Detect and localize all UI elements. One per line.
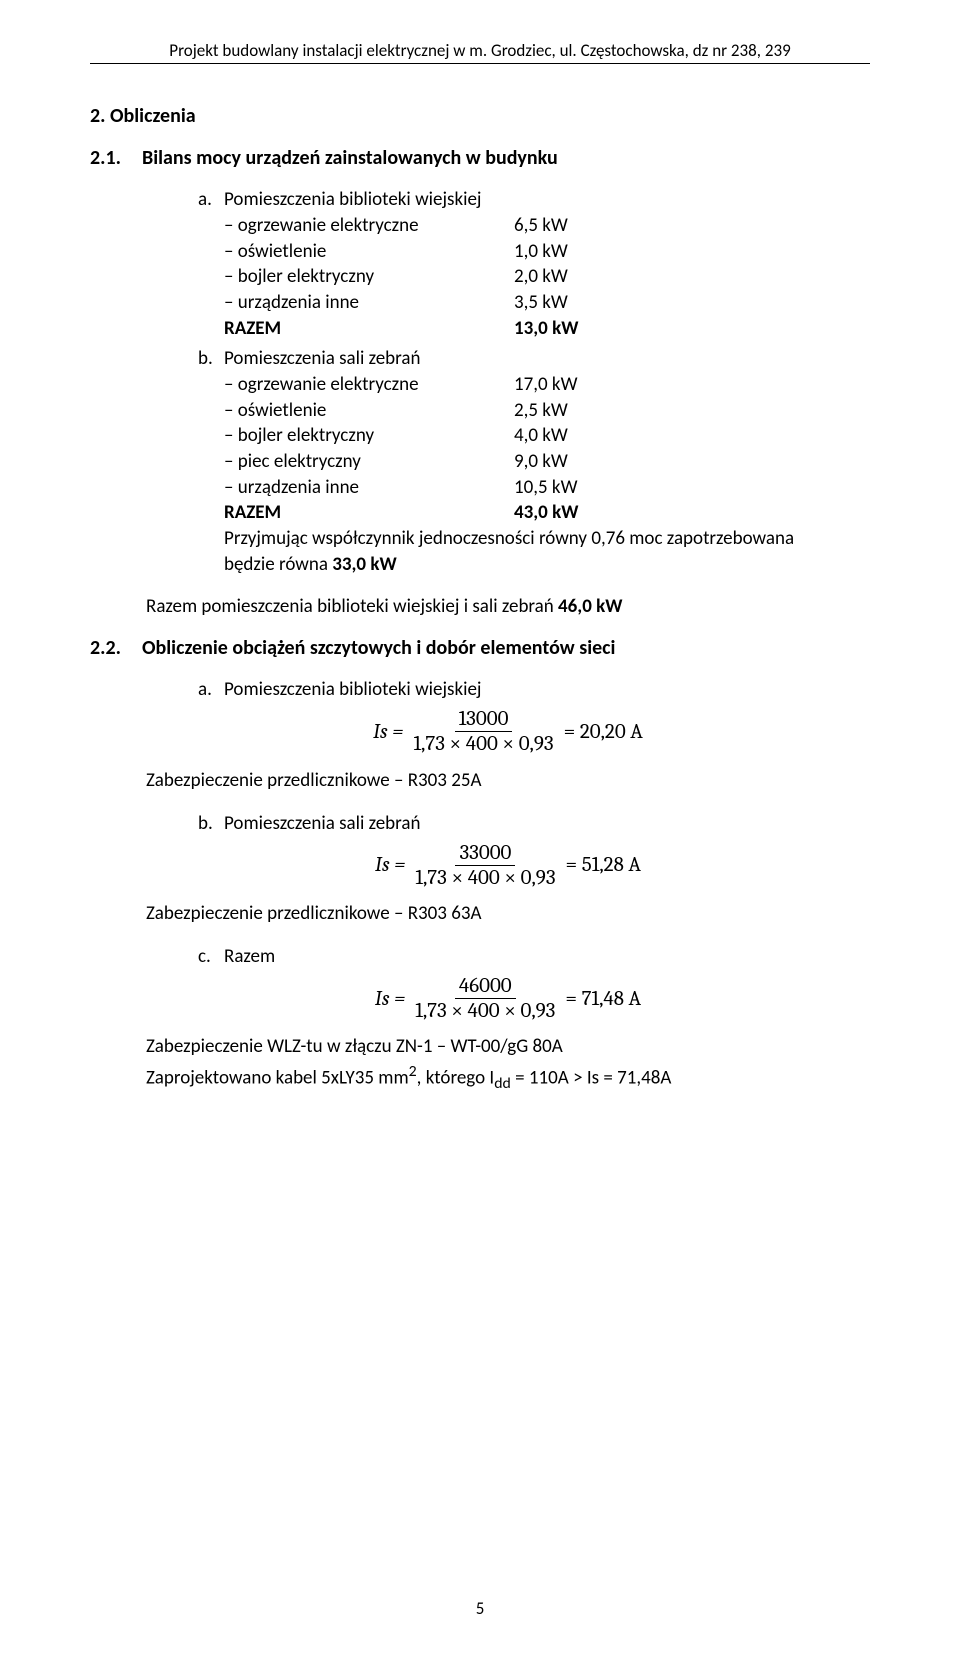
block-2-1-b: b. Pomieszczenia sali zebrań – ogrzewani… xyxy=(198,347,870,577)
kv-row: – urządzenia inne 10,5 kW xyxy=(198,475,870,501)
section-2-title: Obliczenia xyxy=(110,104,196,128)
subscript: dd xyxy=(494,1074,511,1093)
section-2-1-title: Bilans mocy urządzeń zainstalowanych w b… xyxy=(142,146,870,170)
kv-row: – bojler elektryczny 2,0 kW xyxy=(198,264,870,290)
formula-lhs: Is = xyxy=(375,987,405,1011)
formula-2-2-b: Is = 33000 1,73 × 400 × 0,93 = 51,28 A xyxy=(146,841,870,890)
kv-val: 10,5 kW xyxy=(514,475,870,501)
block-2-1-a-head: a. Pomieszczenia biblioteki wiejskiej xyxy=(198,188,870,211)
formula-2-2-c: Is = 46000 1,73 × 400 × 0,93 = 71,48 A xyxy=(146,974,870,1023)
formula-rhs: = 51,28 A xyxy=(566,853,641,877)
block-2-1-a: a. Pomieszczenia biblioteki wiejskiej – … xyxy=(198,188,870,341)
block-2-1-b-head: b. Pomieszczenia sali zebrań xyxy=(198,347,870,370)
kv-total-val: 13,0 kW xyxy=(514,316,870,342)
formula-lhs: Is = xyxy=(375,853,405,877)
kv-total-label: RAZEM xyxy=(224,316,514,342)
kv-row: – oświetlenie 1,0 kW xyxy=(198,239,870,265)
superscript: 2 xyxy=(409,1062,417,1081)
block-2-1-a-title: Pomieszczenia biblioteki wiejskiej xyxy=(224,188,870,211)
kv-label: – bojler elektryczny xyxy=(224,264,514,290)
formula-numerator: 46000 xyxy=(455,974,516,999)
formula-numerator: 13000 xyxy=(455,707,513,732)
section-2-2-title: Obliczenie obciążeń szczytowych i dobór … xyxy=(142,636,870,660)
kv-total-label: RAZEM xyxy=(224,500,514,526)
section-2-1-heading: 2.1. Bilans mocy urządzeń zainstalowanyc… xyxy=(90,146,870,170)
kv-val: 17,0 kW xyxy=(514,372,870,398)
formula-denominator: 1,73 × 400 × 0,93 xyxy=(411,999,559,1023)
kv-row: – ogrzewanie elektryczne 17,0 kW xyxy=(198,372,870,398)
kv-row: – urządzenia inne 3,5 kW xyxy=(198,290,870,316)
kv-total-val: 43,0 kW xyxy=(514,500,870,526)
formula-lhs: Is = xyxy=(373,720,403,744)
list-letter: a. xyxy=(198,678,224,701)
formula-rhs: = 71,48 A xyxy=(565,987,641,1011)
note-text: będzie równa xyxy=(224,553,332,576)
section-2-1-num: 2.1. xyxy=(90,146,142,170)
summary-val: 46,0 kW xyxy=(558,595,622,618)
kv-val: 2,0 kW xyxy=(514,264,870,290)
kv-label: – urządzenia inne xyxy=(224,475,514,501)
kv-label: – oświetlenie xyxy=(224,239,514,265)
block-2-1-b-title: Pomieszczenia sali zebrań xyxy=(224,347,870,370)
result-text-part: Zaprojektowano kabel 5xLY35 mm xyxy=(146,1067,409,1090)
block-2-2-a-title: Pomieszczenia biblioteki wiejskiej xyxy=(224,678,870,701)
block-2-2-c-head: c. Razem xyxy=(198,945,870,968)
summary-2-1: Razem pomieszczenia biblioteki wiejskiej… xyxy=(146,595,870,618)
section-2-2-num: 2.2. xyxy=(90,636,142,660)
formula-denominator: 1,73 × 400 × 0,93 xyxy=(411,866,559,890)
block-2-2-a: a. Pomieszczenia biblioteki wiejskiej Is… xyxy=(146,678,870,791)
kv-total-row: RAZEM 13,0 kW xyxy=(198,316,870,342)
formula-numerator: 33000 xyxy=(455,841,515,866)
kv-val: 6,5 kW xyxy=(514,213,870,239)
block-2-2-a-head: a. Pomieszczenia biblioteki wiejskiej xyxy=(198,678,870,701)
block-2-2-b-head: b. Pomieszczenia sali zebrań xyxy=(198,812,870,835)
note-bold-val: 33,0 kW xyxy=(332,553,396,576)
result-2-2-c-2: Zaprojektowano kabel 5xLY35 mm2, którego… xyxy=(146,1062,870,1093)
kv-total-row: RAZEM 43,0 kW xyxy=(198,500,870,526)
kv-row: – ogrzewanie elektryczne 6,5 kW xyxy=(198,213,870,239)
block-2-2-c-title: Razem xyxy=(224,945,870,968)
result-text-part: , którego I xyxy=(417,1067,495,1090)
kv-label: – ogrzewanie elektryczne xyxy=(224,213,514,239)
kv-row: – oświetlenie 2,5 kW xyxy=(198,398,870,424)
block-2-2-c: c. Razem Is = 46000 1,73 × 400 × 0,93 = … xyxy=(146,945,870,1093)
section-2-heading: 2. Obliczenia xyxy=(90,104,870,128)
formula-2-2-a: Is = 13000 1,73 × 400 × 0,93 = 20,20 A xyxy=(146,707,870,756)
page-number: 5 xyxy=(0,1598,960,1619)
result-2-2-b: Zabezpieczenie przedlicznikowe – R303 63… xyxy=(146,902,870,925)
kv-label: – oświetlenie xyxy=(224,398,514,424)
kv-label: – bojler elektryczny xyxy=(224,423,514,449)
formula-denominator: 1,73 × 400 × 0,93 xyxy=(409,732,557,756)
list-letter: c. xyxy=(198,945,224,968)
list-letter: a. xyxy=(198,188,224,211)
summary-text: Razem pomieszczenia biblioteki wiejskiej… xyxy=(146,595,558,618)
result-2-2-c-1: Zabezpieczenie WLZ-tu w złączu ZN-1 – WT… xyxy=(146,1035,870,1058)
note-line: będzie równa 33,0 kW xyxy=(198,552,870,578)
result-2-2-a: Zabezpieczenie przedlicznikowe – R303 25… xyxy=(146,769,870,792)
formula-rhs: = 20,20 A xyxy=(564,720,643,744)
result-text-part: = 110A > Is = 71,48A xyxy=(511,1067,672,1090)
block-2-2-b-title: Pomieszczenia sali zebrań xyxy=(224,812,870,835)
kv-val: 2,5 kW xyxy=(514,398,870,424)
block-2-2-b: b. Pomieszczenia sali zebrań Is = 33000 … xyxy=(146,812,870,925)
kv-label: – urządzenia inne xyxy=(224,290,514,316)
note-line: Przyjmując współczynnik jednoczesności r… xyxy=(198,526,870,552)
section-2-num: 2. xyxy=(90,104,105,128)
kv-label: – ogrzewanie elektryczne xyxy=(224,372,514,398)
list-letter: b. xyxy=(198,812,224,835)
list-letter: b. xyxy=(198,347,224,370)
kv-val: 3,5 kW xyxy=(514,290,870,316)
kv-row: – bojler elektryczny 4,0 kW xyxy=(198,423,870,449)
kv-row: – piec elektryczny 9,0 kW xyxy=(198,449,870,475)
kv-val: 9,0 kW xyxy=(514,449,870,475)
kv-label: – piec elektryczny xyxy=(224,449,514,475)
kv-val: 4,0 kW xyxy=(514,423,870,449)
kv-val: 1,0 kW xyxy=(514,239,870,265)
page-header: Projekt budowlany instalacji elektryczne… xyxy=(90,40,870,64)
section-2-2-heading: 2.2. Obliczenie obciążeń szczytowych i d… xyxy=(90,636,870,660)
